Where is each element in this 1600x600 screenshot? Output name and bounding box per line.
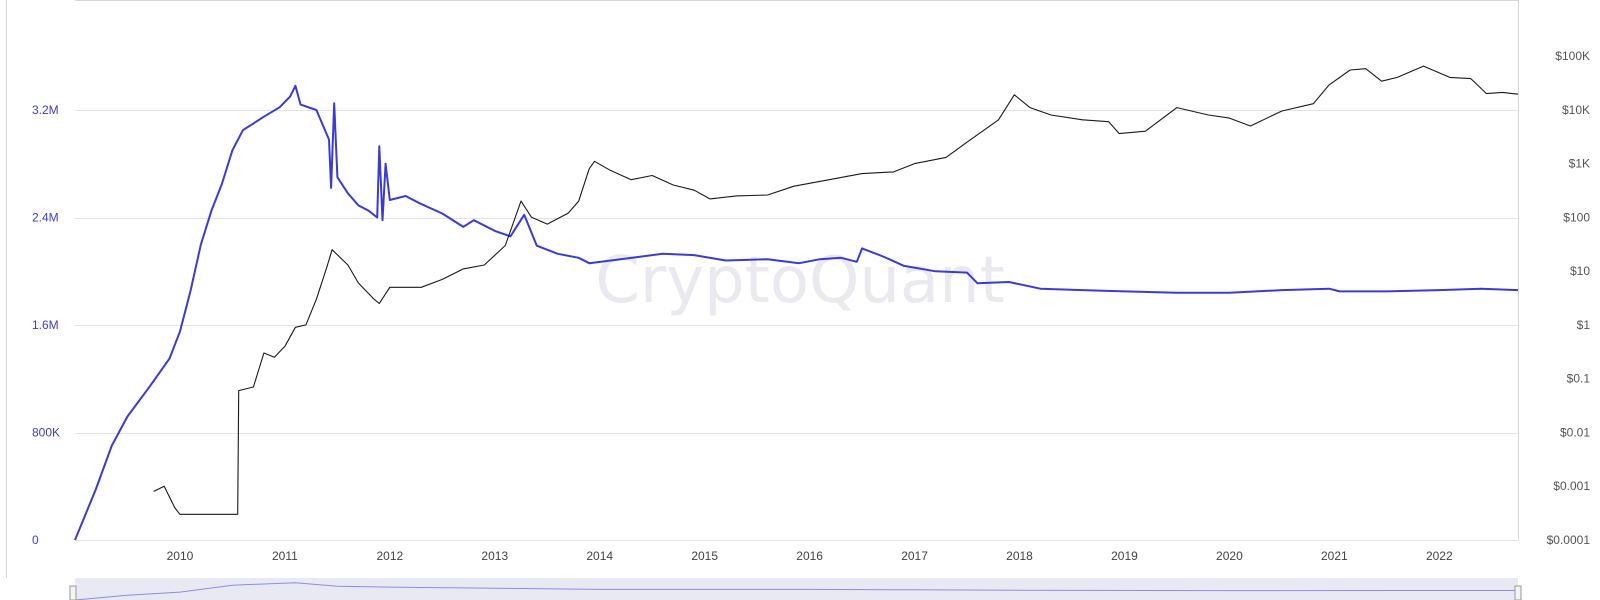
x-axis-tick-label: 2014 [586,549,613,563]
x-axis-tick-label: 2013 [481,549,508,563]
watermark-text: CryptoQuant [595,244,1005,318]
x-axis-tick-label: 2011 [272,549,298,563]
series-layer [74,65,1519,541]
right-axis: $0.0001 $0.001 $0.01 $0.1 $1 $10 $100 $1K $10K $1… [1547,49,1591,547]
x-axis-tick-label: 2012 [376,549,403,563]
x-axis-tick-label: 2019 [1111,549,1138,563]
x-axis-tick-label: 2021 [1321,549,1348,563]
left-axis-tick-label: 0 [32,533,39,547]
x-axis-tick-label: 2020 [1216,549,1243,563]
right-axis-tick-label: $1 [1577,318,1591,332]
right-axis-tick-label: $0.001 [1553,479,1590,493]
left-axis: 0 800K 1.6M 2.4M 3.2M [32,103,60,547]
right-axis-tick-label: $100K [1555,49,1590,63]
x-axis-tick-label: 2022 [1426,549,1453,563]
left-axis-tick-label: 1.6M [32,318,59,332]
navigator-handle-right[interactable] [1514,585,1522,600]
right-axis-tick-label: $1K [1569,157,1590,171]
left-axis-tick-label: 3.2M [32,103,59,117]
right-axis-tick-label: $0.0001 [1547,533,1591,547]
x-axis: 2010 2011 2012 2013 2014 2015 2016 2017 2018 2019… [167,549,1453,563]
navigator-handle-left[interactable] [69,585,77,600]
right-axis-tick-label: $10K [1562,103,1590,117]
right-axis-tick-label: $0.01 [1560,425,1590,439]
right-axis-tick-label: $10 [1570,264,1590,278]
x-axis-tick-label: 2016 [796,549,823,563]
right-axis-tick-label: $100 [1563,210,1590,224]
right-axis-tick-label: $0.1 [1567,372,1591,386]
x-axis-tick-label: 2018 [1006,549,1033,563]
left-axis-tick-label: 2.4M [32,211,59,225]
x-axis-tick-label: 2010 [167,549,194,563]
range-navigator[interactable] [69,578,1522,600]
x-axis-tick-label: 2017 [901,549,928,563]
left-axis-tick-label: 800K [32,426,60,440]
navigator-series-line [74,582,1519,600]
x-axis-tick-label: 2015 [691,549,718,563]
